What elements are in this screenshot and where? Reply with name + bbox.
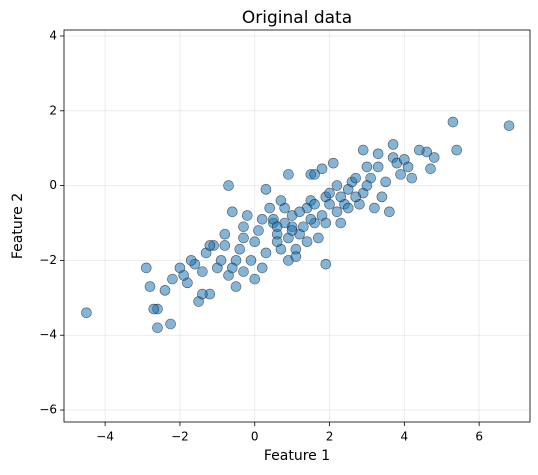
point [159, 285, 171, 296]
y-tick-label: −2 [39, 253, 57, 267]
point [406, 172, 418, 184]
point [369, 202, 380, 214]
point [305, 213, 317, 225]
chart-title: Original data [242, 8, 352, 28]
point [223, 180, 234, 191]
point [167, 273, 178, 285]
point [335, 217, 347, 229]
point [197, 266, 208, 277]
point [361, 180, 373, 191]
point [256, 262, 268, 274]
point [342, 202, 354, 214]
point [219, 228, 231, 240]
point [320, 217, 332, 229]
point [249, 273, 261, 285]
point [260, 247, 272, 259]
point [253, 225, 264, 236]
point [226, 206, 238, 218]
point [399, 154, 410, 165]
x-tick-label: −4 [96, 430, 114, 444]
point [230, 281, 242, 292]
point [249, 236, 261, 248]
y-tick-label: −4 [39, 328, 57, 342]
point [140, 262, 152, 274]
point [372, 161, 384, 173]
y-tick-label: 0 [49, 178, 57, 192]
point [275, 195, 287, 206]
point [197, 288, 208, 300]
point [309, 169, 320, 180]
point [226, 262, 238, 274]
x-tick-label: 4 [401, 430, 409, 444]
point [428, 152, 440, 163]
point [238, 221, 249, 233]
point [361, 161, 373, 173]
point [256, 213, 268, 225]
point [413, 144, 425, 156]
point [327, 157, 339, 169]
point [238, 232, 249, 244]
point [241, 210, 253, 221]
point [309, 199, 320, 210]
x-tick-label: 2 [326, 430, 334, 444]
point [245, 255, 257, 266]
y-tick-label: −6 [39, 403, 57, 417]
point [286, 225, 298, 236]
point [290, 251, 302, 262]
point [298, 221, 309, 233]
x-tick-label: 0 [251, 430, 259, 444]
point [380, 176, 391, 188]
point [144, 281, 156, 292]
point [324, 187, 335, 199]
point [387, 139, 399, 150]
point [425, 163, 436, 175]
point [294, 206, 305, 218]
y-tick-label: 4 [49, 28, 57, 42]
point [271, 221, 283, 233]
point [81, 307, 92, 319]
point [238, 266, 249, 277]
point [234, 243, 246, 255]
y-tick-label: 2 [49, 103, 57, 117]
point [271, 236, 283, 248]
plot-frame [63, 29, 531, 423]
point [350, 191, 362, 203]
point [148, 303, 160, 315]
point [185, 255, 197, 266]
point [178, 270, 189, 281]
point [264, 202, 275, 214]
point [324, 199, 335, 210]
x-tick-label: 6 [475, 430, 483, 444]
point [384, 206, 395, 218]
point [335, 191, 347, 203]
x-tick-label: −2 [171, 430, 189, 444]
point [316, 163, 328, 175]
point [451, 144, 462, 156]
point [503, 120, 515, 132]
point [331, 206, 343, 218]
point [152, 322, 163, 334]
point [350, 172, 362, 184]
point [313, 232, 324, 244]
x-axis-label: Feature 1 [264, 448, 330, 464]
point [331, 180, 343, 191]
point [372, 148, 384, 160]
y-axis-label: Feature 2 [10, 193, 26, 259]
point [204, 240, 216, 251]
point [320, 258, 332, 270]
point [165, 318, 176, 330]
point [301, 236, 313, 248]
point [283, 169, 294, 180]
point [357, 144, 369, 156]
point [260, 184, 272, 195]
point [376, 191, 388, 203]
point [215, 255, 227, 266]
point [395, 169, 406, 180]
point [447, 116, 459, 128]
point [219, 240, 231, 251]
